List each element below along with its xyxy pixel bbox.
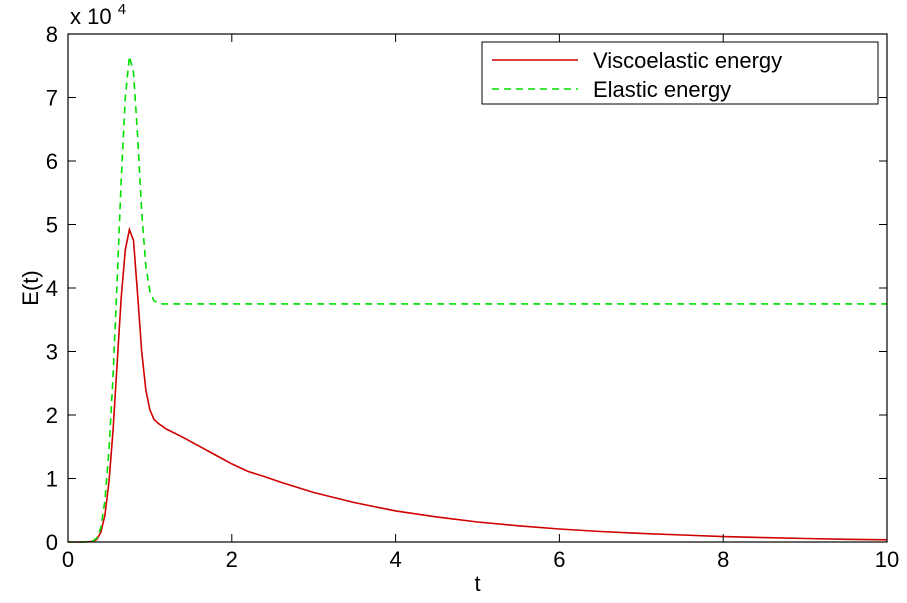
y-tick-label: 5 <box>46 213 58 238</box>
y-tick-label: 2 <box>46 403 58 428</box>
x-tick-label: 8 <box>717 547 729 572</box>
x-tick-label: 2 <box>226 547 238 572</box>
legend: Viscoelastic energy Elastic energy <box>482 42 878 104</box>
y-tick-label: 8 <box>46 22 58 47</box>
x-tick-label: 6 <box>553 547 565 572</box>
legend-label-1: Elastic energy <box>593 77 731 102</box>
x-tick-label: 10 <box>875 547 899 572</box>
y-tick-label: 0 <box>46 530 58 555</box>
y-tick-label: 1 <box>46 467 58 492</box>
x-axis-label: t <box>474 571 480 596</box>
y-axis-multiplier: x 10 4 <box>70 1 126 29</box>
legend-label-0: Viscoelastic energy <box>593 48 782 73</box>
y-tick-label: 6 <box>46 149 58 174</box>
y-tick-label: 3 <box>46 340 58 365</box>
y-multiplier-exponent: 4 <box>118 1 126 18</box>
y-multiplier-base: x 10 <box>70 4 112 29</box>
x-tick-label: 0 <box>62 547 74 572</box>
y-tick-label: 4 <box>46 276 58 301</box>
x-tick-label: 4 <box>389 547 401 572</box>
y-tick-label: 7 <box>46 86 58 111</box>
y-axis-label: E(t) <box>18 270 43 305</box>
